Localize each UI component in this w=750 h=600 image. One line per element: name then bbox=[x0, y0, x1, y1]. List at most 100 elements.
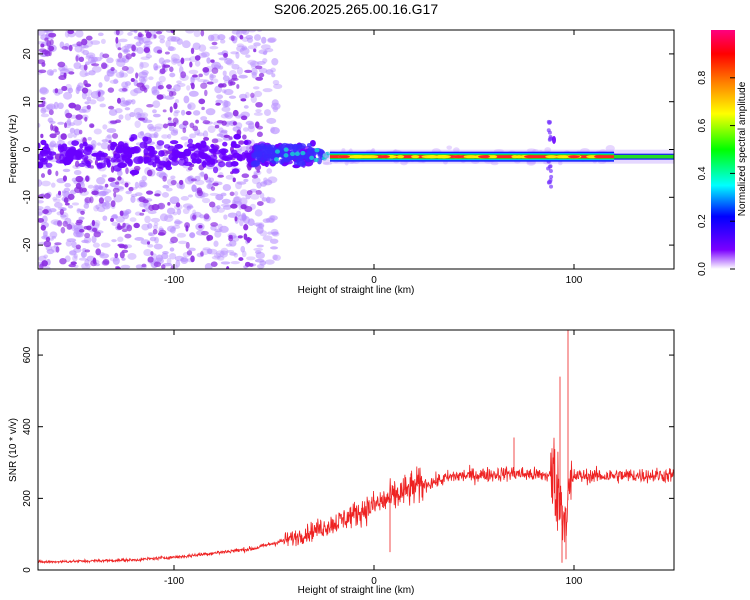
spectrogram-blob bbox=[154, 193, 161, 197]
spectrogram-blob bbox=[153, 63, 158, 71]
spectrogram-blob bbox=[113, 153, 121, 160]
spectrogram-blob bbox=[63, 157, 68, 166]
spectrogram-ylabel: Frequency (Hz) bbox=[8, 115, 19, 184]
spectrogram-blob bbox=[140, 56, 151, 61]
spectrogram-blob bbox=[322, 162, 333, 166]
spectrogram-blob bbox=[46, 69, 54, 76]
spectrogram-blob bbox=[149, 148, 156, 157]
spectrogram-blob bbox=[151, 89, 160, 96]
spectrogram-blob bbox=[86, 225, 92, 231]
spectrogram-blob bbox=[182, 127, 187, 134]
spectrogram-blob bbox=[74, 160, 80, 168]
spectrogram-blob bbox=[240, 115, 248, 121]
spectrogram-blob bbox=[264, 259, 275, 265]
spectrogram-blob bbox=[213, 252, 221, 259]
spectrogram-blob bbox=[106, 134, 112, 139]
spectrogram-blob bbox=[40, 113, 50, 118]
snr-xlabel: Height of straight line (km) bbox=[298, 585, 415, 596]
spectrogram-blob bbox=[61, 46, 69, 50]
spectrogram-blob bbox=[59, 257, 67, 265]
spectrogram-blob bbox=[129, 169, 140, 176]
spectrogram-blob bbox=[124, 182, 129, 188]
spectrogram-blob bbox=[453, 147, 460, 153]
spectrogram-blob bbox=[84, 116, 88, 122]
spectrogram-blob bbox=[156, 140, 165, 146]
figure-title: S206.2025.265.00.16.G17 bbox=[274, 1, 438, 17]
spectrogram-blob bbox=[264, 48, 274, 53]
spectrogram-blob bbox=[124, 157, 132, 164]
spectrogram-blob bbox=[224, 111, 234, 119]
spectrogram-blob bbox=[547, 164, 552, 169]
spectrogram-blob bbox=[163, 214, 174, 223]
spectrogram-blob bbox=[67, 204, 74, 209]
spectrogram-blob bbox=[81, 154, 89, 161]
spectrogram-blob bbox=[235, 181, 243, 190]
spectrogram-blob bbox=[188, 69, 199, 75]
spectrogram-blob bbox=[49, 142, 55, 148]
spectrogram-blob bbox=[110, 66, 115, 72]
spectrogram-blob bbox=[232, 109, 239, 117]
spectrogram-blob bbox=[83, 203, 90, 209]
spectrogram-blob bbox=[153, 34, 157, 39]
spectrogram-blob bbox=[195, 159, 202, 164]
spectrogram-blob bbox=[58, 75, 67, 81]
spectrogram-blob bbox=[175, 259, 181, 268]
spectrogram-blob bbox=[97, 32, 104, 37]
spectrogram-blob bbox=[54, 126, 59, 133]
spectrogram-blob bbox=[255, 76, 264, 81]
spectrogram-blob bbox=[210, 33, 221, 42]
spectrogram-blob bbox=[253, 48, 257, 53]
spectrogram-blob bbox=[38, 193, 46, 200]
spectrogram-blob bbox=[325, 154, 332, 160]
spectrogram-blob bbox=[116, 170, 123, 177]
spectrogram-blob bbox=[180, 57, 185, 65]
spectrogram-blob bbox=[48, 45, 55, 52]
spectrogram-blob bbox=[138, 76, 146, 83]
spectrogram-blob bbox=[251, 71, 257, 79]
spectrogram-blob bbox=[67, 87, 74, 94]
spectrogram-blob bbox=[95, 204, 100, 210]
spectrogram-blob bbox=[246, 256, 256, 261]
spectrogram-blob bbox=[159, 38, 165, 44]
spectrogram-blob bbox=[232, 235, 240, 242]
spectrogram-blob bbox=[161, 253, 169, 260]
spectrogram-blob bbox=[212, 182, 219, 186]
spectrogram-blob bbox=[51, 235, 57, 240]
spectrogram-blob bbox=[170, 236, 179, 244]
spectrogram-blob bbox=[91, 219, 96, 227]
spectrogram-blob bbox=[213, 240, 219, 247]
spectrogram-blob bbox=[129, 30, 138, 33]
spectrogram-blob bbox=[104, 195, 112, 203]
spectrogram-blob bbox=[230, 77, 239, 81]
spectrogram-blob bbox=[79, 69, 88, 78]
spectrogram-blob bbox=[48, 32, 57, 38]
spectrogram-blob bbox=[248, 30, 256, 33]
spectrogram-blob bbox=[194, 55, 201, 61]
spectrogram-blob bbox=[166, 207, 176, 215]
spectrogram-blob bbox=[187, 166, 193, 171]
spectrogram-blob bbox=[81, 239, 89, 244]
snr-panel: -100 0 100 0 200 400 600 Height of straight li… bbox=[8, 329, 675, 596]
spectrogram-blob bbox=[134, 237, 145, 241]
spectrogram-blob bbox=[230, 51, 239, 55]
spectrogram-blob bbox=[256, 61, 266, 65]
spectrogram-blob bbox=[87, 136, 92, 141]
spectrogram-blob bbox=[267, 38, 276, 44]
spectrogram-blob bbox=[110, 157, 117, 163]
spectrogram-blob bbox=[270, 228, 279, 236]
spectrogram-blob bbox=[241, 36, 249, 43]
spectrogram-blob bbox=[100, 142, 109, 150]
spectrogram-blob bbox=[125, 147, 132, 154]
spectrogram-blob bbox=[56, 140, 65, 145]
spectrogram-blob bbox=[38, 122, 41, 128]
spectrogram-blob bbox=[106, 70, 115, 78]
x-tick-label: 100 bbox=[566, 576, 583, 587]
spectrogram-blob bbox=[172, 211, 178, 216]
spectrogram-blob bbox=[153, 221, 159, 227]
spectrogram-blob bbox=[256, 131, 263, 138]
spectrogram-blob bbox=[218, 161, 226, 168]
spectrogram-blob bbox=[364, 155, 379, 159]
spectrogram-blob bbox=[167, 122, 175, 127]
spectrogram-blob bbox=[169, 106, 173, 113]
spectrogram-blob bbox=[199, 214, 205, 219]
